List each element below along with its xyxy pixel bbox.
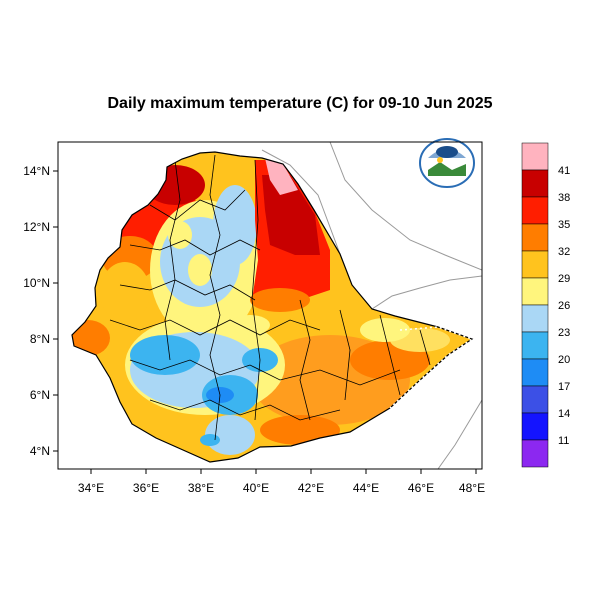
colorbar-label: 14 xyxy=(558,408,570,420)
colorbar-swatch xyxy=(521,142,549,171)
institute-logo xyxy=(419,138,475,188)
x-tick-label: 44°E xyxy=(353,481,379,495)
x-tick-label: 38°E xyxy=(188,481,214,495)
map-frame xyxy=(57,141,483,470)
y-tick-label: 8°N xyxy=(30,332,50,346)
y-tick-label: 14°N xyxy=(23,164,50,178)
colorbar-swatch xyxy=(521,196,549,225)
colorbar-label: 32 xyxy=(558,246,570,258)
colorbar-swatch xyxy=(521,169,549,198)
colorbar-label: 17 xyxy=(558,381,570,393)
x-tick-label: 48°E xyxy=(459,481,485,495)
colorbar-label: 41 xyxy=(558,165,570,177)
colorbar-label: 20 xyxy=(558,354,570,366)
x-tick-label: 36°E xyxy=(133,481,159,495)
colorbar-swatch xyxy=(521,277,549,306)
colorbar-swatch xyxy=(521,439,549,468)
colorbar: 41 38 35 32 29 26 23 20 17 14 11 xyxy=(521,142,570,468)
colorbar-swatch xyxy=(521,412,549,441)
admin-boundaries xyxy=(109,154,431,441)
y-tick-label: 6°N xyxy=(30,388,50,402)
y-tick-label: 4°N xyxy=(30,444,50,458)
colorbar-label: 29 xyxy=(558,273,570,285)
colorbar-label: 35 xyxy=(558,219,570,231)
y-tick-label: 12°N xyxy=(23,220,50,234)
colorbar-label: 11 xyxy=(558,435,569,447)
colorbar-swatch xyxy=(521,223,549,252)
colorbar-swatch xyxy=(521,358,549,387)
x-tick-label: 34°E xyxy=(78,481,104,495)
colorbar-swatch xyxy=(521,304,549,333)
x-tick-label: 40°E xyxy=(243,481,269,495)
map-title: Daily maximum temperature (C) for 09-10 … xyxy=(107,95,493,112)
colorbar-swatch xyxy=(521,385,549,414)
x-tick-label: 42°E xyxy=(298,481,324,495)
colorbar-swatch xyxy=(521,250,549,279)
colorbar-label: 38 xyxy=(558,192,570,204)
y-tick-label: 10°N xyxy=(23,276,50,290)
x-tick-label: 46°E xyxy=(408,481,434,495)
colorbar-swatch xyxy=(521,331,549,360)
colorbar-label: 26 xyxy=(558,300,570,312)
y-axis-ticks xyxy=(53,170,58,452)
colorbar-label: 23 xyxy=(558,327,570,339)
x-axis-ticks xyxy=(90,469,477,474)
